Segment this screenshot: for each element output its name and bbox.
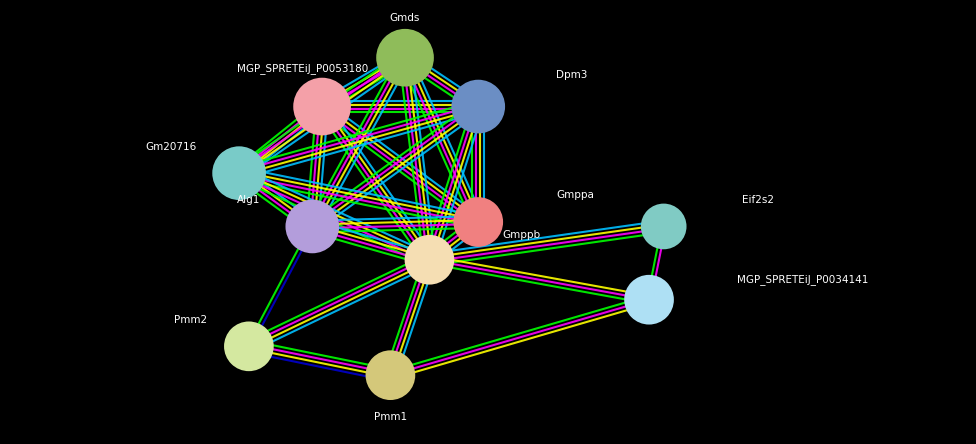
Text: Alg1: Alg1 xyxy=(237,195,261,205)
Text: Gm20716: Gm20716 xyxy=(145,142,196,151)
Circle shape xyxy=(286,200,339,253)
Circle shape xyxy=(377,30,433,86)
Circle shape xyxy=(405,236,454,284)
Text: Pmm1: Pmm1 xyxy=(374,412,407,422)
Text: MGP_SPRETEiJ_P0034141: MGP_SPRETEiJ_P0034141 xyxy=(737,274,869,285)
Text: Gmds: Gmds xyxy=(389,13,421,23)
Text: Gmppb: Gmppb xyxy=(503,230,541,240)
Circle shape xyxy=(452,80,505,133)
Circle shape xyxy=(366,351,415,399)
Circle shape xyxy=(454,198,503,246)
Text: Gmppa: Gmppa xyxy=(556,190,594,200)
Circle shape xyxy=(224,322,273,370)
Circle shape xyxy=(641,204,686,249)
Circle shape xyxy=(294,79,350,135)
Text: Dpm3: Dpm3 xyxy=(556,71,588,80)
Text: Eif2s2: Eif2s2 xyxy=(742,195,774,205)
Text: Pmm2: Pmm2 xyxy=(174,315,207,325)
Circle shape xyxy=(213,147,265,199)
Circle shape xyxy=(625,276,673,324)
Text: MGP_SPRETEiJ_P0053180: MGP_SPRETEiJ_P0053180 xyxy=(237,63,368,74)
